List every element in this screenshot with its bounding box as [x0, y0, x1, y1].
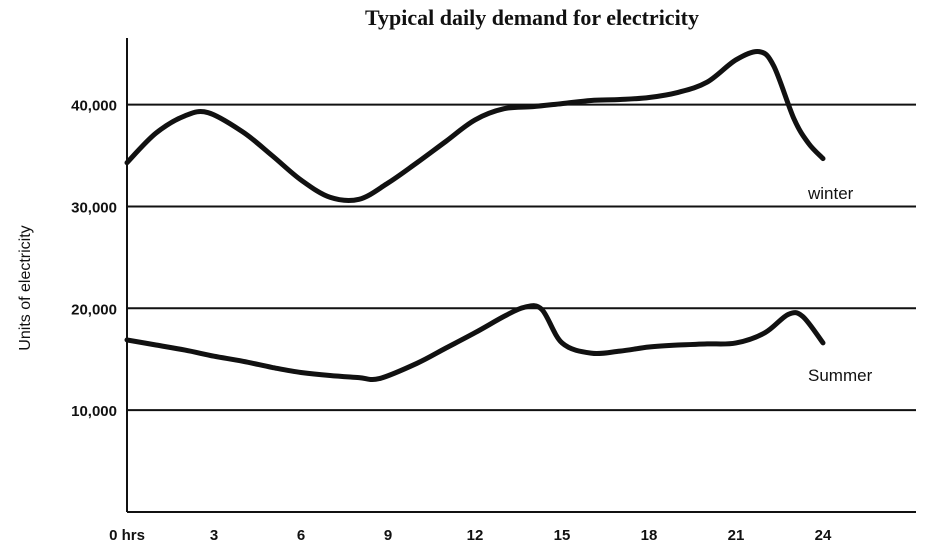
series-line-winter — [124, 48, 826, 204]
series-lines — [124, 48, 826, 383]
x-tick-label: 12 — [467, 527, 484, 544]
y-tick-label: 40,000 — [71, 98, 117, 115]
x-tick-label: 18 — [641, 527, 658, 544]
y-tick-label: 10,000 — [71, 403, 117, 420]
series-line-summer — [124, 303, 826, 383]
x-tick-label: 0 hrs — [109, 527, 145, 544]
y-tick-labels: 10,000 20,000 30,000 40,000 — [71, 98, 117, 421]
x-tick-label: 3 — [210, 527, 218, 544]
series-label-summer: Summer — [808, 366, 873, 385]
gridlines — [127, 103, 916, 412]
series-label-winter: winter — [807, 184, 854, 203]
x-tick-label: 15 — [554, 527, 571, 544]
x-tick-labels: 0 hrs 3 6 9 12 15 18 21 24 — [109, 527, 832, 544]
y-tick-label: 30,000 — [71, 199, 117, 216]
y-axis-label: Units of electricity — [17, 225, 34, 350]
x-tick-label: 6 — [297, 527, 305, 544]
x-tick-label: 24 — [815, 527, 832, 544]
chart-title: Typical daily demand for electricity — [365, 5, 699, 30]
x-tick-label: 9 — [384, 527, 392, 544]
x-tick-label: 21 — [728, 527, 745, 544]
y-tick-label: 20,000 — [71, 301, 117, 318]
